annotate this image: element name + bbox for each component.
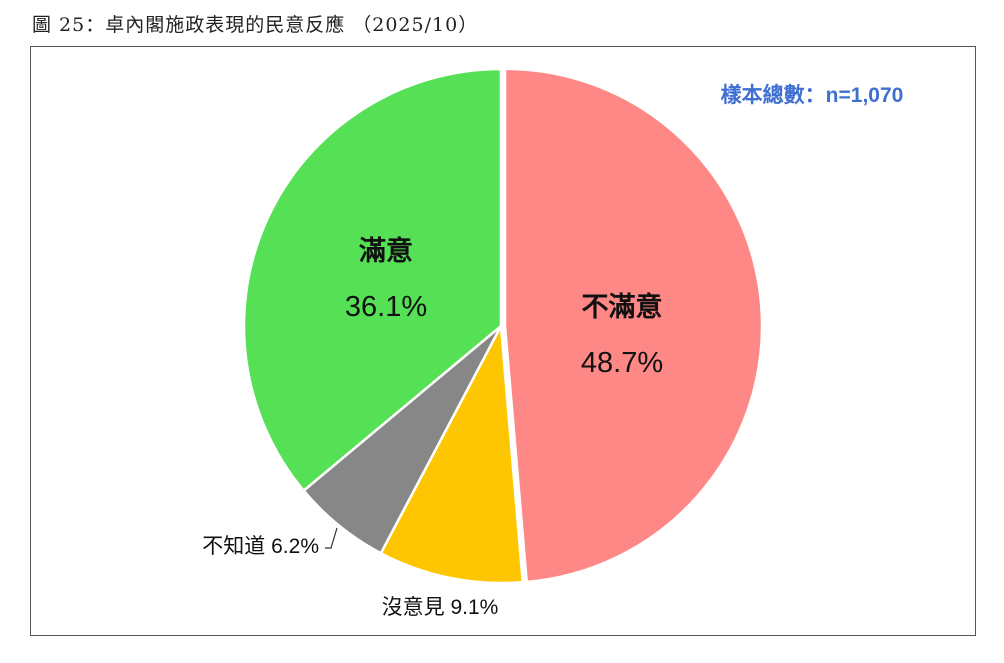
slice-label-1: 不滿意 (582, 291, 663, 322)
slice-value-label-4: 36.1% (345, 291, 427, 323)
pie-slice-2 (379, 321, 525, 585)
slice-label-3: 不知道 6.2% (202, 535, 319, 558)
pie-slices (242, 67, 764, 585)
pie-slice-1 (503, 67, 764, 584)
sample-size-note: 樣本總數：n=1,070 (721, 83, 904, 107)
slice-label-4: 滿意 (359, 235, 413, 266)
chart-frame (30, 46, 976, 636)
figure-title: 圖 25：卓內閣施政表現的民意反應 （2025/10） (32, 14, 479, 36)
leader-line-3 (325, 527, 338, 549)
slice-label-2: 沒意見 9.1% (382, 596, 499, 619)
pie-slice-4 (242, 67, 503, 493)
slice-labels: 不滿意 48.7% 沒意見 9.1% 不知道 6.2% 滿意 36.1% (202, 235, 663, 619)
slice-value-label-1: 48.7% (581, 347, 663, 379)
